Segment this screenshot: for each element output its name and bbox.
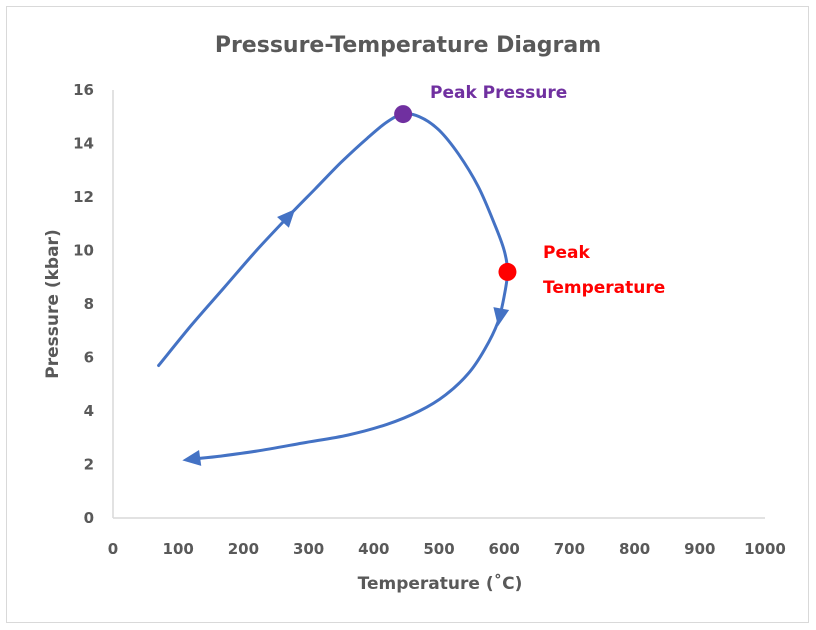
x-tick-label: 0	[108, 540, 118, 558]
y-tick-labels: 0 2 4 6 8 10 12 14 16	[73, 81, 94, 527]
pt-path-line	[157, 112, 509, 461]
x-tick-label: 800	[619, 540, 650, 558]
peak-temperature-label-line1: Peak	[543, 243, 590, 263]
y-tick-label: 12	[73, 188, 94, 206]
y-tick-label: 8	[84, 295, 94, 313]
x-tick-label: 200	[228, 540, 259, 558]
x-tick-label: 500	[423, 540, 454, 558]
y-tick-label: 6	[84, 349, 94, 367]
y-tick-label: 4	[84, 402, 94, 420]
x-tick-label: 600	[489, 540, 520, 558]
x-axis-label: Temperature (˚C)	[358, 572, 523, 594]
highlight-points	[394, 105, 517, 281]
chart-title: Pressure-Temperature Diagram	[215, 33, 601, 58]
y-tick-label: 16	[73, 81, 94, 99]
x-tick-label: 100	[163, 540, 194, 558]
x-tick-label: 900	[684, 540, 715, 558]
y-axis-label: Pressure (kbar)	[43, 229, 63, 378]
x-tick-label: 400	[358, 540, 389, 558]
axes	[112, 90, 765, 519]
y-tick-label: 10	[73, 242, 94, 260]
x-tick-label: 1000	[744, 540, 786, 558]
peak-temperature-point	[498, 262, 517, 281]
x-tick-labels: 0 100 200 300 400 500 600 700 800 900 1000	[108, 540, 786, 558]
y-tick-label: 2	[84, 456, 94, 474]
y-tick-label: 14	[73, 135, 94, 153]
x-tick-label: 700	[554, 540, 585, 558]
direction-arrows	[182, 209, 510, 466]
peak-pressure-point	[394, 105, 413, 124]
x-tick-label: 300	[293, 540, 324, 558]
direction-arrowhead	[277, 209, 296, 228]
direction-arrowhead	[493, 307, 510, 327]
y-tick-label: 0	[84, 509, 94, 527]
direction-arrowhead	[182, 450, 202, 466]
peak-temperature-label-line2: Temperature	[543, 278, 665, 298]
peak-pressure-label: Peak Pressure	[430, 83, 567, 103]
